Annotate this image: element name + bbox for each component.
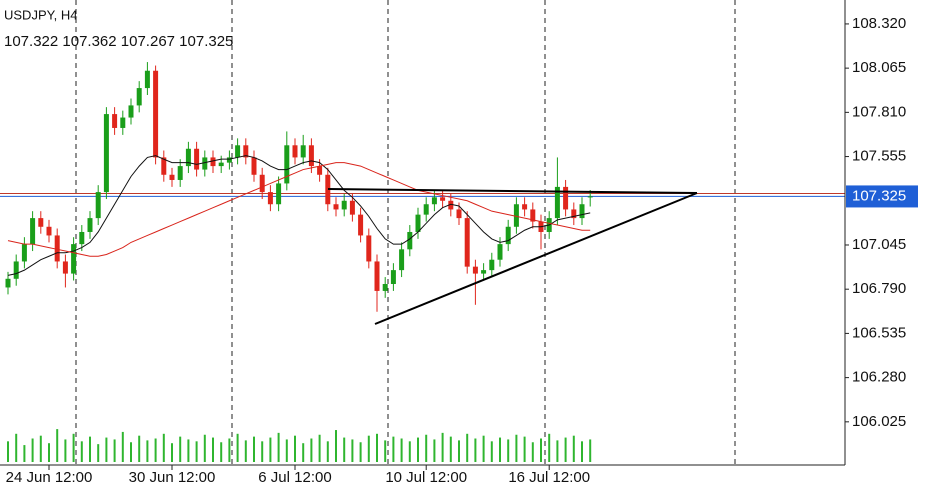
candle-body	[505, 226, 511, 245]
candle-body	[259, 174, 265, 193]
candle-body	[79, 231, 85, 245]
candle-body	[251, 157, 257, 175]
candle-body	[87, 218, 93, 232]
candle-body	[399, 249, 405, 271]
candle-body	[308, 145, 314, 167]
candle-body	[530, 209, 536, 222]
candle-body	[464, 218, 470, 267]
candle-body	[161, 157, 167, 175]
candle-body	[210, 157, 216, 167]
candle-body	[374, 261, 380, 291]
candle-body	[554, 186, 560, 219]
candle-body	[54, 235, 60, 262]
candle-body	[185, 148, 191, 167]
candle-body	[341, 200, 347, 210]
candle-body	[513, 204, 519, 227]
candle-body	[226, 157, 232, 163]
candle-body	[13, 261, 19, 279]
candle-body	[243, 145, 249, 158]
moving-average	[7, 155, 591, 276]
candle-body	[382, 283, 388, 291]
candle-body	[292, 145, 298, 158]
candle-body	[456, 209, 462, 219]
candle-body	[235, 145, 241, 158]
candle-body	[218, 162, 224, 167]
candle-body	[128, 105, 134, 118]
candle-body	[415, 214, 421, 232]
candle-body	[120, 117, 126, 128]
candle-body	[46, 226, 52, 236]
candle-body	[407, 231, 413, 250]
candle-body	[95, 192, 101, 219]
candle-body	[62, 261, 68, 274]
candle-body	[202, 157, 208, 170]
candle-body	[448, 200, 454, 210]
candle-body	[5, 278, 11, 288]
x-tick-label: 10 Jul 12:00	[385, 469, 467, 486]
candle-body	[587, 196, 593, 198]
y-tick-label: 107.810	[852, 103, 906, 120]
candle-body	[423, 204, 429, 215]
moving-average	[7, 162, 591, 257]
candle-body	[112, 114, 118, 128]
candle-body	[71, 244, 77, 274]
candle-body	[30, 218, 36, 245]
candle-body	[21, 244, 27, 262]
y-tick-label: 106.280	[852, 369, 906, 386]
candle-body	[481, 270, 487, 274]
candle-body	[317, 166, 323, 175]
y-tick-label: 108.065	[852, 59, 906, 76]
y-tick-label: 107.045	[852, 236, 906, 253]
candle-body	[194, 148, 200, 170]
price-label: 107.325	[852, 187, 906, 204]
trend-line	[374, 192, 698, 325]
candle-body	[349, 200, 355, 215]
candle-body	[144, 70, 150, 89]
y-tick-label: 107.555	[852, 148, 906, 165]
candle-body	[390, 270, 396, 284]
x-tick-label: 16 Jul 12:00	[508, 469, 590, 486]
candle-body	[497, 244, 503, 260]
ohlc-info: 107.322 107.362 107.267 107.325	[4, 33, 233, 50]
plot-area	[0, 62, 845, 462]
x-tick-label: 6 Jul 12:00	[258, 469, 331, 486]
x-tick-label: 24 Jun 12:00	[6, 469, 93, 486]
candle-body	[563, 186, 569, 210]
x-tick-label: 30 Jun 12:00	[129, 469, 216, 486]
y-tick-label: 108.320	[852, 15, 906, 32]
y-tick-label: 106.025	[852, 413, 906, 430]
y-tick-label: 106.790	[852, 280, 906, 297]
candle-body	[300, 145, 306, 158]
candle-body	[472, 266, 478, 274]
trend-line	[327, 188, 698, 194]
candle-body	[325, 174, 331, 205]
candle-body	[431, 197, 437, 205]
candle-body	[276, 183, 282, 205]
candle-body	[103, 114, 109, 193]
candle-body	[440, 197, 446, 201]
candle-body	[153, 70, 159, 158]
y-tick-label: 106.535	[852, 324, 906, 341]
candle-body	[358, 214, 364, 236]
candle-body	[579, 204, 585, 219]
symbol: USDJPY, H4	[4, 7, 77, 22]
price-label-box	[846, 185, 918, 208]
candle-body	[38, 218, 44, 227]
candle-body	[169, 174, 175, 180]
candle-body	[267, 192, 273, 205]
candle-body	[177, 166, 183, 180]
candle-body	[333, 204, 339, 210]
candle-body	[571, 209, 577, 219]
candle-body	[489, 259, 495, 271]
candle-body	[284, 145, 290, 184]
candle-body	[136, 88, 142, 106]
candle-body	[366, 235, 372, 262]
candle-body	[522, 204, 528, 210]
